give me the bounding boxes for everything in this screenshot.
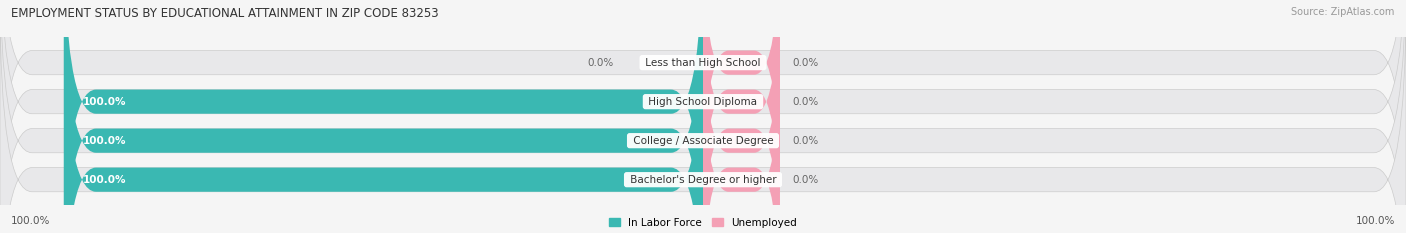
Text: 100.0%: 100.0% [83, 136, 127, 146]
Text: College / Associate Degree: College / Associate Degree [630, 136, 776, 146]
Text: Bachelor's Degree or higher: Bachelor's Degree or higher [627, 175, 779, 185]
Text: 0.0%: 0.0% [793, 136, 818, 146]
Text: 100.0%: 100.0% [83, 97, 127, 107]
FancyBboxPatch shape [703, 0, 780, 233]
FancyBboxPatch shape [703, 36, 780, 233]
FancyBboxPatch shape [703, 0, 780, 233]
FancyBboxPatch shape [703, 0, 780, 207]
Text: 0.0%: 0.0% [793, 175, 818, 185]
Legend: In Labor Force, Unemployed: In Labor Force, Unemployed [609, 218, 797, 228]
FancyBboxPatch shape [63, 0, 703, 233]
Text: High School Diploma: High School Diploma [645, 97, 761, 107]
Text: 100.0%: 100.0% [11, 216, 51, 226]
Text: Less than High School: Less than High School [643, 58, 763, 68]
Text: 0.0%: 0.0% [793, 58, 818, 68]
Text: 0.0%: 0.0% [793, 97, 818, 107]
Text: 100.0%: 100.0% [83, 175, 127, 185]
Text: Source: ZipAtlas.com: Source: ZipAtlas.com [1291, 7, 1395, 17]
Text: 0.0%: 0.0% [588, 58, 613, 68]
Text: 100.0%: 100.0% [1355, 216, 1395, 226]
FancyBboxPatch shape [63, 0, 703, 233]
Text: EMPLOYMENT STATUS BY EDUCATIONAL ATTAINMENT IN ZIP CODE 83253: EMPLOYMENT STATUS BY EDUCATIONAL ATTAINM… [11, 7, 439, 20]
FancyBboxPatch shape [63, 0, 703, 233]
